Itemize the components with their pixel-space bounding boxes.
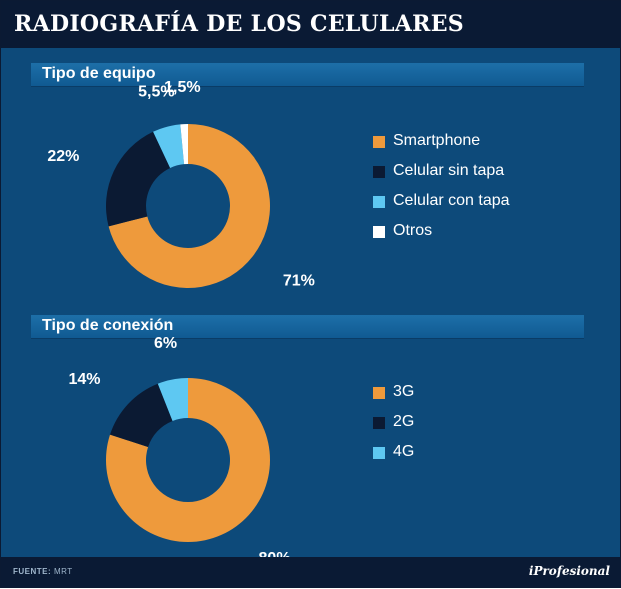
legend-swatch-4g	[373, 447, 385, 459]
brand-logo: iProfesional	[528, 564, 610, 578]
data-label-celular-con-tapa: 5,5%	[138, 83, 174, 100]
section-bar-tipo-de-conexion: Tipo de conexión	[31, 315, 584, 339]
slice-3g	[105, 378, 270, 542]
page-title: RADIOGRAFÍA DE LOS CELULARES	[14, 11, 464, 37]
legend-label-3g: 3G	[393, 383, 415, 400]
data-label-otros: 1,5%	[164, 79, 200, 96]
header-bar: RADIOGRAFÍA DE LOS CELULARES	[1, 1, 620, 48]
legend-swatch-smartphone	[373, 136, 385, 148]
legend-swatch-otros	[373, 226, 385, 238]
legend-swatch-2g	[373, 417, 385, 429]
chart-title-tipo-de-conexion: Tipo de conexión	[42, 317, 174, 334]
slice-celular-con-tapa	[153, 124, 185, 168]
source-value: MRT	[54, 567, 73, 576]
source-label: FUENTE:	[13, 567, 52, 576]
legend-swatch-celular-sin-tapa	[373, 166, 385, 178]
legend-label-smartphone: Smartphone	[393, 132, 481, 149]
slice-2g	[110, 383, 173, 448]
legend-swatch-celular-con-tapa	[373, 196, 385, 208]
data-label-smartphone: 71%	[283, 273, 315, 290]
legend-label-4g: 4G	[393, 443, 415, 460]
slice-4g	[157, 378, 188, 421]
section-bar-tipo-de-equipo: Tipo de equipo	[31, 63, 584, 87]
data-label-2g: 14%	[68, 371, 100, 388]
legend-label-celular-sin-tapa: Celular sin tapa	[393, 162, 505, 179]
legend-label-otros: Otros	[393, 222, 433, 239]
slice-celular-sin-tapa	[105, 131, 171, 227]
data-label-4g: 6%	[154, 335, 177, 352]
chart-title-tipo-de-equipo: Tipo de equipo	[42, 65, 156, 82]
data-label-celular-sin-tapa: 22%	[47, 148, 79, 165]
slice-otros	[180, 124, 188, 165]
legend-label-celular-con-tapa: Celular con tapa	[393, 192, 510, 209]
legend-swatch-3g	[373, 387, 385, 399]
legend-label-2g: 2G	[393, 413, 415, 430]
footer-bar: FUENTE: MRT iProfesional	[1, 557, 620, 587]
slice-smartphone	[108, 124, 271, 289]
